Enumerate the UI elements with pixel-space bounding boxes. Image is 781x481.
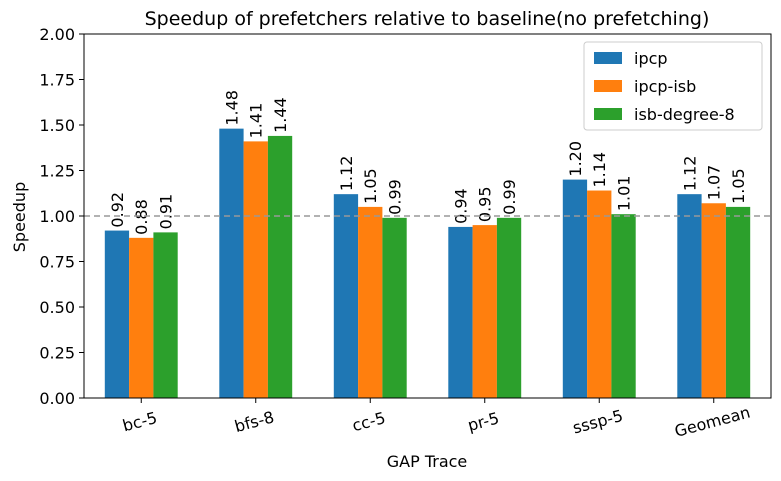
bar-value-label: 1.48 — [222, 90, 241, 126]
plot-area: 0.92 1.48 1.12 0.94 1.20 1.12 0.88 1.41 1.05 0.95… — [83, 33, 772, 399]
chart-title: Speedup of prefetchers relative to basel… — [145, 8, 710, 30]
y-tick-label: 1.75 — [39, 71, 75, 90]
legend-label-isb-degree-8: isb-degree-8 — [634, 105, 735, 124]
y-tick-label: 1.25 — [39, 162, 75, 181]
bar-ipcp-sssp-5 — [562, 179, 588, 398]
bar-ipcp-isb-pr-5 — [472, 225, 497, 398]
bar-value-label: 1.44 — [271, 97, 290, 133]
bar-ipcp-cc-5 — [333, 194, 359, 398]
bar-value-label: 1.07 — [705, 165, 724, 201]
y-axis: 0.00 0.25 0.50 0.75 1.00 1.25 1.50 1.75 2.00 — [39, 25, 84, 408]
bar-ipcp-isb-sssp-5 — [587, 190, 612, 398]
bar-isb-degree-8-Geomean — [725, 206, 751, 398]
bar-value-label: 0.94 — [451, 188, 470, 224]
y-tick-label: 0.25 — [39, 344, 75, 363]
bar-isb-degree-8-pr-5 — [496, 217, 522, 398]
bar-ipcp-isb-bc-5 — [129, 237, 154, 398]
bar-ipcp-pr-5 — [448, 226, 473, 398]
y-tick-label: 1.50 — [39, 116, 75, 135]
bar-isb-degree-8-cc-5 — [382, 217, 407, 398]
bar-value-label: 1.01 — [615, 176, 634, 212]
x-tick-label: sssp-5 — [571, 406, 625, 438]
x-axis-label: GAP Trace — [387, 452, 468, 471]
y-tick-label: 1.00 — [39, 207, 75, 226]
bar-value-label: 1.12 — [680, 156, 699, 192]
legend-box — [583, 41, 763, 131]
bar-ipcp-isb-bfs-8 — [243, 141, 268, 398]
legend-swatch-isb-degree-8 — [594, 108, 622, 120]
bar-value-label: 1.14 — [590, 152, 609, 188]
bar-value-label: 0.88 — [132, 199, 151, 235]
bar-value-label: 1.05 — [361, 168, 380, 204]
bar-value-label: 0.99 — [500, 179, 519, 215]
y-axis-label: Speedup — [10, 182, 29, 252]
x-tick-label: bc-5 — [121, 408, 160, 435]
bar-ipcp-isb-cc-5 — [358, 206, 383, 398]
bar-value-label: 0.91 — [157, 194, 176, 230]
y-tick-label: 0.50 — [39, 298, 75, 317]
x-tick-label: Geomean — [672, 402, 752, 440]
bar-isb-degree-8-sssp-5 — [611, 214, 636, 398]
y-tick-label: 0.75 — [39, 253, 75, 272]
x-tick-label: cc-5 — [350, 408, 387, 435]
bar-isb-degree-8-bfs-8 — [267, 135, 293, 399]
y-tick-label: 0.00 — [39, 389, 75, 408]
bar-ipcp-Geomean — [677, 194, 702, 398]
bar-ipcp-bc-5 — [104, 230, 130, 398]
bar-value-label: 0.99 — [386, 179, 405, 215]
bar-value-label: 1.41 — [247, 103, 266, 139]
bar-ipcp-bfs-8 — [219, 128, 244, 398]
bar-value-label: 0.92 — [108, 192, 127, 228]
bar-isb-degree-8-bc-5 — [153, 232, 178, 398]
x-tick-label: bfs-8 — [233, 407, 277, 436]
bar-value-label: 1.12 — [337, 156, 356, 192]
legend-label-ipcp: ipcp — [634, 49, 668, 68]
bar-ipcp-isb-Geomean — [701, 203, 726, 398]
legend-swatch-ipcp-isb — [594, 80, 622, 92]
y-tick-label: 2.00 — [39, 25, 75, 44]
bar-value-label: 1.20 — [566, 141, 585, 177]
legend-label-ipcp-isb: ipcp-isb — [634, 77, 696, 96]
x-axis: bc-5 bfs-8 cc-5 pr-5 sssp-5 Geomean — [121, 398, 752, 441]
x-tick-label: pr-5 — [466, 408, 502, 435]
bar-value-label: 0.95 — [476, 186, 495, 222]
legend-swatch-ipcp — [594, 52, 622, 64]
bar-value-label: 1.05 — [729, 168, 748, 204]
legend: ipcp ipcp-isb isb-degree-8 — [583, 41, 763, 131]
